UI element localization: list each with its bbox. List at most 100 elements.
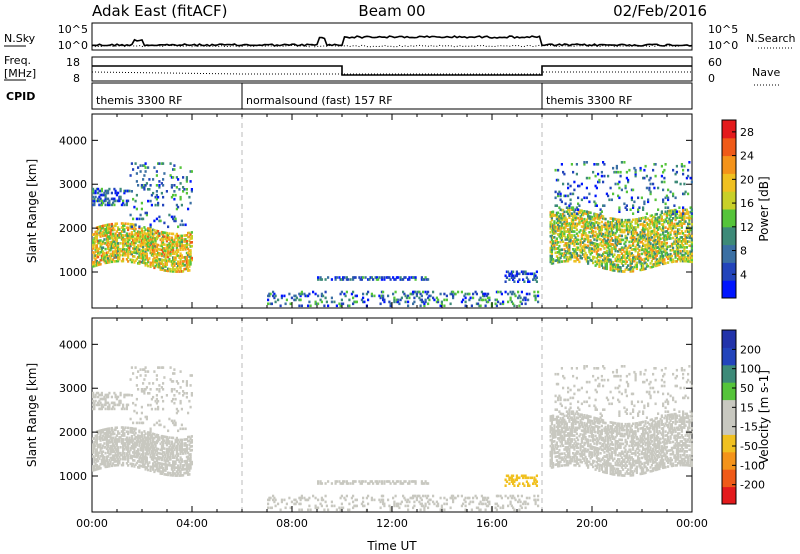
data-cell [632, 258, 635, 261]
data-cell [620, 161, 623, 164]
data-cell [588, 217, 591, 220]
data-cell [144, 244, 147, 247]
data-cell [582, 211, 585, 215]
data-cell [143, 392, 146, 395]
data-cell [575, 206, 578, 209]
data-cell [689, 236, 692, 240]
data-cell [120, 438, 123, 441]
data-cell [675, 164, 678, 168]
data-cell [652, 243, 655, 247]
data-cell [103, 228, 106, 231]
data-cell [132, 241, 135, 244]
data-cell [115, 444, 118, 447]
data-cell [142, 463, 145, 466]
data-cell [553, 424, 556, 427]
data-cell [103, 458, 106, 461]
data-cell [149, 261, 152, 265]
data-cell [674, 252, 677, 255]
data-cell [558, 452, 561, 456]
data-cell [110, 444, 113, 448]
data-cell [568, 247, 571, 251]
data-cell [628, 258, 631, 261]
data-cell [124, 442, 127, 445]
data-cell [687, 258, 690, 261]
data-cell [688, 161, 691, 164]
data-cell [662, 250, 665, 254]
data-cell [168, 259, 171, 263]
data-cell [164, 255, 167, 258]
data-cell [189, 180, 192, 183]
data-cell [99, 241, 102, 244]
data-cell [97, 239, 100, 243]
data-cell [175, 207, 178, 211]
data-cell [549, 429, 552, 432]
data-cell [688, 250, 691, 253]
data-cell [174, 460, 177, 463]
data-cell [113, 446, 116, 449]
data-cell [649, 248, 652, 251]
data-cell [588, 231, 591, 234]
data-cell [687, 254, 690, 257]
data-cell [188, 195, 191, 199]
data-cell [172, 176, 175, 179]
data-cell [143, 186, 146, 189]
data-cell [162, 235, 165, 238]
data-cell [180, 242, 183, 246]
data-cell [619, 260, 622, 263]
data-cell [165, 235, 168, 239]
data-cell [108, 447, 111, 450]
data-cell [189, 455, 192, 458]
data-cell [567, 236, 570, 239]
data-cell [574, 454, 577, 457]
data-cell [169, 458, 172, 461]
data-cell [113, 391, 116, 395]
data-cell [618, 208, 621, 211]
data-cell [95, 232, 98, 235]
data-cell [635, 231, 638, 235]
data-cell [573, 188, 576, 192]
data-cell [104, 199, 107, 203]
data-cell [550, 428, 553, 432]
data-cell [558, 235, 561, 238]
data-cell [573, 420, 576, 424]
data-cell [167, 429, 170, 433]
data-cell [320, 300, 323, 304]
data-cell [108, 243, 111, 246]
data-cell [122, 440, 125, 443]
data-cell [178, 242, 181, 246]
data-cell [675, 254, 678, 257]
data-cell [660, 219, 663, 222]
data-cell [165, 190, 168, 193]
data-cell [575, 248, 578, 251]
data-cell [119, 249, 122, 253]
data-cell [678, 224, 681, 227]
data-cell [627, 264, 630, 267]
data-cell [118, 461, 121, 465]
data-cell [142, 421, 145, 425]
data-cell [674, 224, 677, 228]
data-cell [679, 259, 682, 263]
data-cell [362, 296, 365, 300]
data-cell [599, 226, 602, 229]
data-cell [614, 226, 617, 229]
data-cell [168, 236, 171, 239]
data-cell [102, 454, 105, 457]
data-cell [162, 366, 165, 369]
data-cell [98, 407, 101, 411]
data-cell [345, 290, 348, 294]
data-cell [688, 230, 691, 234]
data-cell [113, 236, 116, 239]
data-cell [119, 393, 122, 397]
data-cell [375, 278, 378, 281]
data-cell [650, 214, 653, 217]
data-cell [173, 238, 176, 242]
data-cell [569, 251, 572, 255]
data-cell [592, 234, 595, 237]
data-cell [95, 236, 98, 239]
data-cell [135, 193, 138, 197]
data-cell [577, 212, 580, 216]
data-cell [565, 255, 568, 259]
data-cell [140, 253, 143, 256]
data-cell [105, 459, 108, 462]
data-cell [130, 237, 133, 240]
